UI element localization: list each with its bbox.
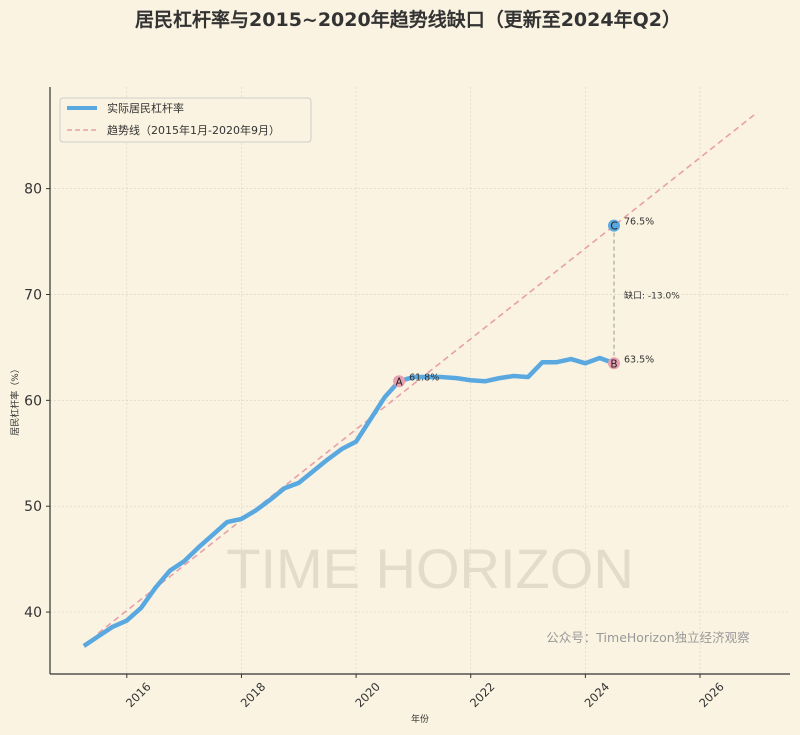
footnote: 公众号：TimeHorizon独立经济观察 bbox=[546, 630, 750, 645]
point-value-b: 63.5% bbox=[624, 354, 654, 365]
chart-title: 居民杠杆率与2015~2020年趋势线缺口（更新至2024年Q2） bbox=[135, 8, 681, 31]
x-tick-label: 2022 bbox=[467, 680, 498, 711]
legend-label-actual: 实际居民杠杆率 bbox=[107, 101, 184, 115]
point-a bbox=[393, 375, 406, 388]
point-label-a: A bbox=[395, 376, 403, 388]
y-tick-label: 60 bbox=[24, 393, 42, 409]
point-value-c: 76.5% bbox=[624, 217, 654, 228]
axes: 2016 2018 2020 2022 2024 2026 40 50 60 70 80 bbox=[24, 87, 790, 710]
x-tick-label: 2024 bbox=[582, 680, 613, 711]
grid bbox=[50, 87, 790, 674]
watermark: TIME HORIZON bbox=[226, 537, 634, 600]
point-c bbox=[608, 219, 621, 232]
legend: 实际居民杠杆率 趋势线（2015年1月-2020年9月） bbox=[59, 97, 312, 143]
y-tick-label: 50 bbox=[24, 499, 42, 515]
plot-marks: 缺口: -13.0% A 61.8% B 63.5% C 76.5% bbox=[82, 111, 758, 648]
x-tick-label: 2026 bbox=[696, 680, 727, 711]
gap-label: 缺口: -13.0% bbox=[624, 289, 680, 301]
point-label-b: B bbox=[610, 358, 617, 370]
point-value-a: 61.8% bbox=[409, 372, 439, 383]
x-tick-label: 2020 bbox=[352, 680, 383, 711]
y-tick-label: 40 bbox=[24, 605, 42, 621]
x-axis-label: 年份 bbox=[411, 713, 429, 725]
y-axis-label: 居民杠杆率（%） bbox=[9, 364, 21, 436]
x-tick-label: 2016 bbox=[123, 680, 154, 711]
trend-line bbox=[97, 111, 758, 634]
legend-label-trend: 趋势线（2015年1月-2020年9月） bbox=[107, 123, 280, 137]
point-label-c: C bbox=[610, 221, 617, 233]
x-tick-label: 2018 bbox=[238, 680, 269, 711]
y-tick-label: 70 bbox=[24, 287, 42, 303]
actual-leverage-line bbox=[82, 355, 615, 648]
y-tick-label: 80 bbox=[24, 182, 42, 198]
point-b bbox=[608, 357, 621, 370]
